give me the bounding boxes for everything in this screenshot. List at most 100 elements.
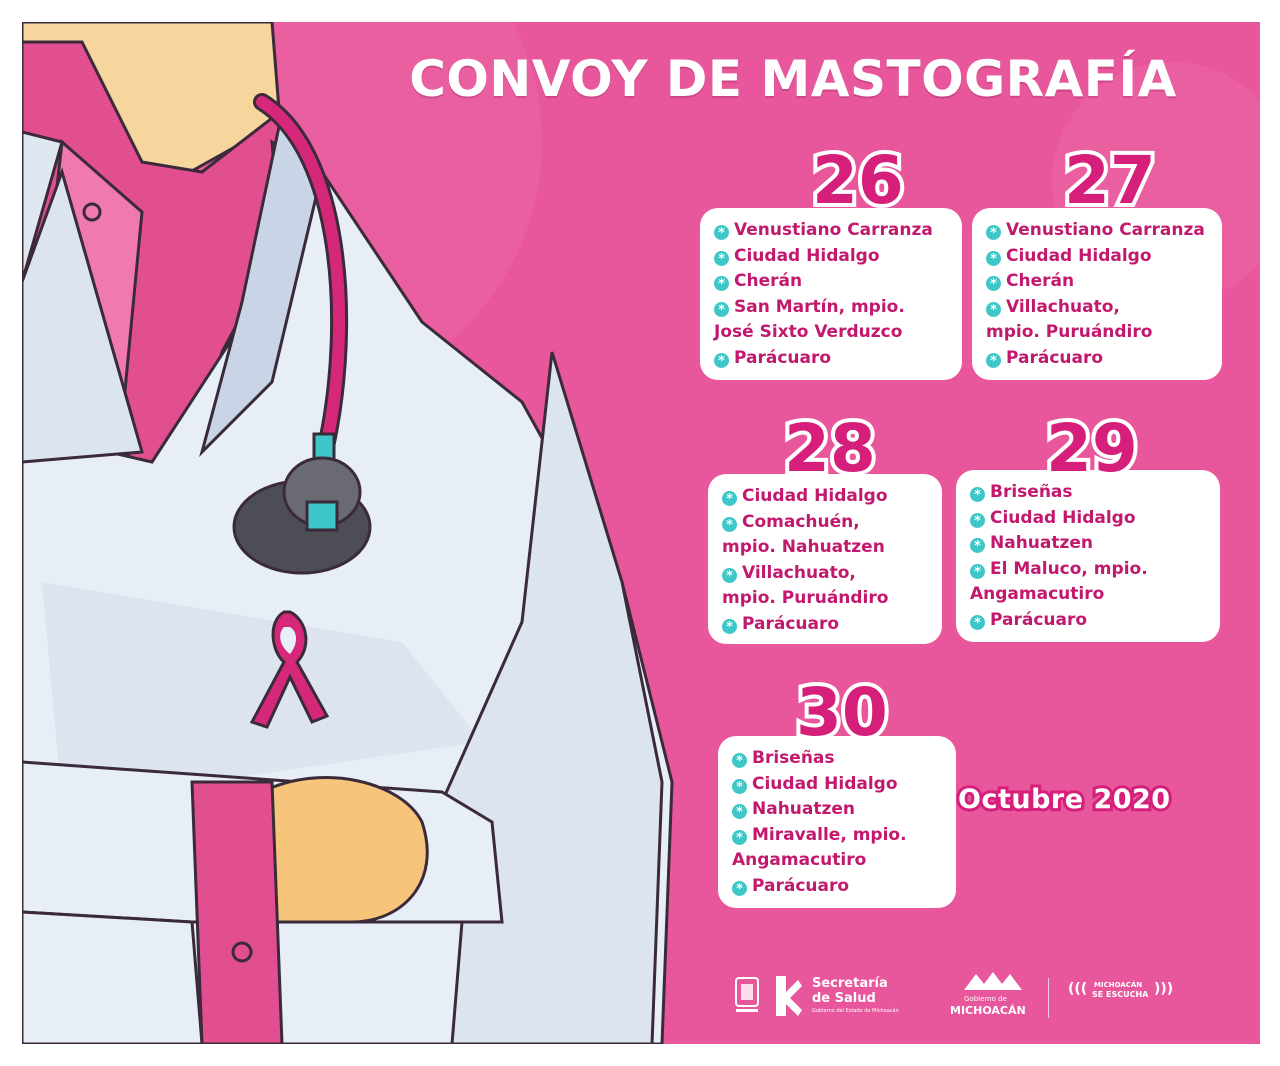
location-item: * Briseñas bbox=[732, 746, 944, 772]
location-item: * Ciudad Hidalgo bbox=[722, 484, 930, 510]
asterisk-bullet-icon: * bbox=[970, 487, 985, 503]
location-label: mpio. Puruándiro bbox=[722, 588, 889, 608]
gobierno-label-line2: MICHOACÁN bbox=[950, 1004, 1026, 1017]
day-card: * Venustiano Carranza * Ciudad Hidalgo * Ch… bbox=[700, 208, 962, 380]
logos-bar: Secretaría de Salud Gobierno del Estado … bbox=[722, 970, 1242, 1030]
location-item: * Nahuatzen bbox=[970, 531, 1208, 557]
location-item: * Villachuato, bbox=[722, 561, 930, 587]
pink-ribbon-icon bbox=[249, 610, 330, 729]
location-item: mpio. Puruándiro bbox=[722, 586, 930, 612]
location-label: Ciudad Hidalgo bbox=[734, 245, 880, 266]
asterisk-bullet-icon: * bbox=[970, 614, 985, 631]
location-label: Briseñas bbox=[752, 748, 835, 768]
location-item: mpio. Nahuatzen bbox=[722, 535, 930, 561]
location-item: * Cherán bbox=[714, 269, 950, 295]
asterisk-bullet-icon: * bbox=[986, 276, 1001, 292]
asterisk-bullet-icon: * bbox=[732, 880, 747, 897]
location-label: mpio. Puruándiro bbox=[986, 322, 1153, 342]
location-label: Angamacutiro bbox=[732, 850, 867, 870]
page-title: CONVOY DE MASTOGRAFÍA bbox=[409, 50, 1177, 108]
stethoscope-icon bbox=[232, 456, 372, 575]
location-item: Angamacutiro bbox=[732, 848, 944, 874]
location-label: Villachuato, bbox=[1006, 296, 1120, 317]
location-item: * Villachuato, bbox=[986, 295, 1210, 321]
location-item: * Parácuaro bbox=[714, 346, 950, 372]
location-item: * Ciudad Hidalgo bbox=[732, 772, 944, 798]
gobierno-michoacan-logo-icon bbox=[964, 972, 1022, 990]
location-item: * Parácuaro bbox=[722, 612, 930, 638]
location-label: Villachuato, bbox=[742, 562, 856, 583]
asterisk-bullet-icon: * bbox=[986, 225, 1001, 241]
location-item: * Comachuén, bbox=[722, 510, 930, 536]
location-item: * Ciudad Hidalgo bbox=[714, 244, 950, 270]
location-item: * Ciudad Hidalgo bbox=[970, 506, 1208, 532]
asterisk-bullet-icon: * bbox=[714, 301, 729, 318]
location-label: Parácuaro bbox=[734, 347, 832, 368]
asterisk-bullet-icon: * bbox=[970, 563, 985, 580]
asterisk-bullet-icon: * bbox=[986, 250, 1001, 267]
location-item: * Miravalle, mpio. bbox=[732, 823, 944, 849]
location-item: * Parácuaro bbox=[970, 608, 1208, 634]
day-number: 27 bbox=[1060, 142, 1160, 219]
day-card: * Briseñas * Ciudad Hidalgo * Nahuatzen * El… bbox=[956, 470, 1220, 642]
location-item: * Nahuatzen bbox=[732, 797, 944, 823]
location-label: Briseñas bbox=[990, 482, 1073, 502]
location-label: Parácuaro bbox=[752, 875, 850, 896]
asterisk-bullet-icon: * bbox=[714, 276, 729, 292]
location-item: * Briseñas bbox=[970, 480, 1208, 506]
location-item: * El Maluco, mpio. bbox=[970, 557, 1208, 583]
asterisk-bullet-icon: * bbox=[714, 225, 729, 241]
location-label: El Maluco, mpio. bbox=[990, 558, 1148, 579]
day-card: * Briseñas * Ciudad Hidalgo * Nahuatzen * Mi… bbox=[718, 736, 956, 908]
escucha-label-line1: MICHOACÁN bbox=[1094, 981, 1143, 989]
location-label: Comachuén, bbox=[742, 511, 860, 532]
location-item: * Parácuaro bbox=[986, 346, 1210, 372]
location-label: Ciudad Hidalgo bbox=[752, 773, 898, 794]
asterisk-bullet-icon: * bbox=[722, 567, 737, 584]
location-item: * Cherán bbox=[986, 269, 1210, 295]
logos-divider bbox=[1048, 978, 1049, 1018]
doctor-illustration bbox=[22, 22, 1260, 1044]
asterisk-bullet-icon: * bbox=[970, 538, 985, 554]
location-label: Nahuatzen bbox=[752, 799, 856, 819]
location-item: mpio. Puruándiro bbox=[986, 320, 1210, 346]
location-label: Venustiano Carranza bbox=[734, 220, 933, 240]
location-label: Ciudad Hidalgo bbox=[742, 486, 888, 506]
location-label: Ciudad Hidalgo bbox=[990, 507, 1136, 528]
sound-waves-left-icon: ((( bbox=[1068, 981, 1088, 997]
location-label: San Martín, mpio. bbox=[734, 296, 905, 317]
asterisk-bullet-icon: * bbox=[722, 516, 737, 533]
asterisk-bullet-icon: * bbox=[986, 352, 1001, 369]
asterisk-bullet-icon: * bbox=[732, 804, 747, 820]
location-label: Miravalle, mpio. bbox=[752, 824, 907, 845]
location-item: * Parácuaro bbox=[732, 874, 944, 900]
asterisk-bullet-icon: * bbox=[714, 250, 729, 267]
day-card: * Venustiano Carranza * Ciudad Hidalgo * Ch… bbox=[972, 208, 1222, 380]
poster: CONVOY DE MASTOGRAFÍA 26 * Venustiano Car… bbox=[22, 22, 1260, 1044]
location-label: Cherán bbox=[734, 271, 803, 291]
asterisk-bullet-icon: * bbox=[714, 352, 729, 369]
asterisk-bullet-icon: * bbox=[732, 753, 747, 769]
secretaria-label-line1: Secretaría bbox=[812, 976, 888, 991]
day-number: 30 bbox=[792, 674, 892, 751]
asterisk-bullet-icon: * bbox=[970, 512, 985, 529]
month-label: Octubre 2020 bbox=[955, 781, 1173, 818]
location-item: * Ciudad Hidalgo bbox=[986, 244, 1210, 270]
asterisk-bullet-icon: * bbox=[722, 618, 737, 635]
day-card: * Ciudad Hidalgo * Comachuén, mpio. Nahuat… bbox=[708, 474, 942, 644]
location-item: * San Martín, mpio. bbox=[714, 295, 950, 321]
location-item: José Sixto Verduzco bbox=[714, 320, 950, 346]
day-number: 29 bbox=[1042, 410, 1142, 487]
escucha-label-line2: SE ESCUCHA bbox=[1092, 990, 1149, 999]
location-label: Cherán bbox=[1006, 271, 1075, 291]
location-label: Nahuatzen bbox=[990, 533, 1094, 553]
location-label: Parácuaro bbox=[742, 613, 840, 634]
secretaria-label-line3: Gobierno del Estado de Michoacán bbox=[812, 1008, 899, 1014]
location-label: Angamacutiro bbox=[970, 584, 1105, 604]
location-label: Ciudad Hidalgo bbox=[1006, 245, 1152, 266]
asterisk-bullet-icon: * bbox=[732, 829, 747, 846]
location-label: Parácuaro bbox=[1006, 347, 1104, 368]
asterisk-bullet-icon: * bbox=[732, 778, 747, 795]
secretaria-label-line2: de Salud bbox=[812, 991, 876, 1006]
location-label: Parácuaro bbox=[990, 609, 1088, 630]
